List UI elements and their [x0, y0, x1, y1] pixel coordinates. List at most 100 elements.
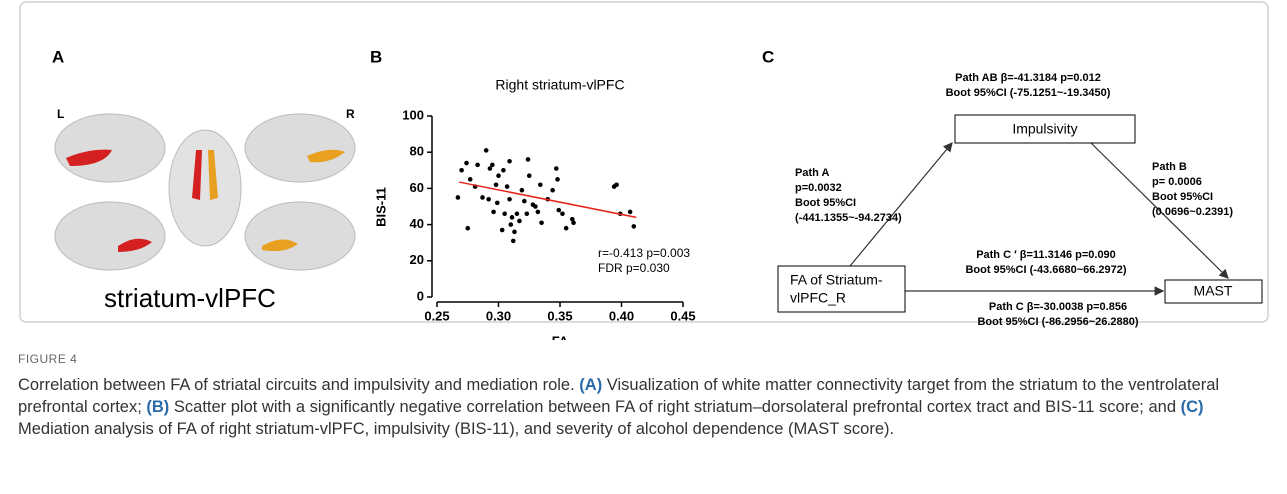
scatter-point	[554, 166, 559, 171]
caption-part: Visualization of white matter connectivi…	[18, 376, 1220, 416]
scatter-point	[496, 173, 501, 179]
x-tick-label: 0.35	[547, 308, 572, 323]
scatter-point	[538, 182, 543, 188]
chart-title: Right striatum-vlPFC	[495, 77, 624, 93]
edge-label: Path B	[1152, 161, 1187, 173]
scatter-point	[507, 158, 512, 164]
scatter-point	[509, 215, 515, 220]
node-box	[777, 265, 906, 313]
scatter-point	[514, 211, 520, 217]
scatter-point	[556, 207, 562, 213]
stat-annotation: FDR p=0.030	[598, 261, 670, 275]
scatter-point	[510, 238, 516, 244]
scatter-point	[512, 229, 517, 235]
node-label: Impulsivity	[1012, 121, 1077, 137]
scatter-point	[501, 168, 506, 173]
figure-frame	[19, 1, 1269, 323]
scatter-point	[504, 184, 510, 189]
figure: A B C L R striatum-vlPFC Right striatum-…	[19, 1, 1269, 340]
edge-label: Boot 95%CI	[795, 197, 856, 209]
edge-label: (-441.1355~-94.2734)	[795, 212, 902, 224]
edge-label: Path C ′ β=11.3146 p=0.090	[976, 249, 1116, 261]
edge-label: Path C β=-30.0038 p=0.856	[989, 301, 1127, 313]
edge-label: p=0.0032	[795, 182, 842, 194]
scatter-point	[459, 168, 464, 173]
scatter-point	[480, 195, 485, 200]
scatter-point	[631, 224, 637, 229]
scatter-point	[555, 177, 560, 182]
y-tick-label: 40	[410, 216, 424, 231]
diagram-arrows	[849, 141, 1229, 296]
scatter-point	[614, 182, 619, 188]
brain-illustration	[54, 113, 356, 271]
edge-label: p= 0.0006	[1152, 176, 1202, 188]
scatter-point	[465, 225, 471, 231]
scatter-point	[570, 216, 575, 222]
trend-line	[458, 181, 637, 219]
scatter-point	[455, 195, 461, 200]
scatter-point	[487, 166, 493, 171]
scatter-point	[507, 196, 512, 202]
caption-text: Correlation between FA of striatal circu…	[18, 374, 1268, 440]
scatter-point	[571, 220, 576, 226]
scatter-point	[563, 225, 569, 231]
edge-label: Path AB β=-41.3184 p=0.012	[955, 72, 1101, 84]
scatter-point	[526, 173, 532, 179]
edge-label: Boot 95%CI (-43.6680~66.2972)	[965, 264, 1126, 276]
y-tick-label: 60	[410, 180, 424, 195]
scatter-point	[522, 198, 527, 204]
scatter-point	[499, 227, 505, 233]
scatter-point	[519, 187, 525, 193]
panel-a-label: striatum-vlPFC	[104, 283, 276, 313]
scatter-point	[539, 220, 544, 226]
edge-label: Path A	[795, 167, 829, 179]
x-tick-label: 0.45	[670, 308, 695, 323]
scatter-point	[550, 187, 555, 193]
node-label: MAST	[1194, 283, 1233, 299]
caption-part: (C)	[1180, 398, 1204, 416]
x-tick-label: 0.40	[609, 308, 634, 323]
y-tick-label: 0	[417, 288, 424, 303]
y-tick-label: 20	[410, 252, 424, 267]
panel-label: B	[370, 47, 382, 66]
caption-part: Mediation analysis of FA of right striat…	[18, 420, 895, 438]
scatter-point	[524, 211, 530, 217]
scatter-point	[535, 209, 541, 215]
x-axis-label: FA	[552, 333, 569, 340]
y-tick-label: 80	[410, 144, 424, 159]
scatter-point	[490, 162, 495, 168]
scatter-point	[493, 182, 499, 188]
caption-part: Scatter plot with a significantly negati…	[169, 398, 1181, 416]
edge-label: (0.0696~0.2391)	[1152, 206, 1233, 218]
scatter-point	[502, 211, 507, 217]
scatter-point	[494, 200, 500, 206]
plot: 0 20 40 60 80 100 0.25 0.30 0.35 0.40 0.45	[402, 107, 695, 323]
scatter-point	[483, 148, 489, 153]
hemisphere-label: L	[57, 107, 64, 121]
figure-number: FIGURE 4	[18, 352, 78, 366]
caption-part: Correlation between FA of striatal circu…	[18, 376, 580, 394]
node-label: FA of Striatum-	[790, 272, 883, 288]
hemisphere-label: R	[346, 107, 355, 121]
edge-label: Boot 95%CI	[1152, 191, 1213, 203]
node-box	[1164, 279, 1263, 304]
y-tick-label: 100	[402, 107, 424, 122]
scatter-point	[517, 218, 522, 224]
edge-label: Boot 95%CI (-75.1251~-19.3450)	[946, 87, 1111, 99]
x-tick-label: 0.25	[424, 308, 449, 323]
caption: FIGURE 4 Correlation between FA of stria…	[18, 352, 1268, 440]
node-box	[954, 114, 1136, 144]
panel-label: A	[52, 47, 64, 66]
scatter-point	[475, 162, 480, 168]
caption-part: (B)	[146, 398, 170, 416]
scatter-point	[508, 222, 514, 227]
node-label: vlPFC_R	[790, 290, 846, 306]
scatter-point	[467, 177, 473, 182]
edge-label: Boot 95%CI (-86.2956~26.2880)	[977, 316, 1138, 328]
caption-part: (A)	[579, 376, 603, 394]
scatter-point	[560, 211, 565, 217]
scatter-point	[486, 196, 491, 202]
scatter-point	[533, 204, 538, 209]
scatter-point	[491, 209, 496, 215]
